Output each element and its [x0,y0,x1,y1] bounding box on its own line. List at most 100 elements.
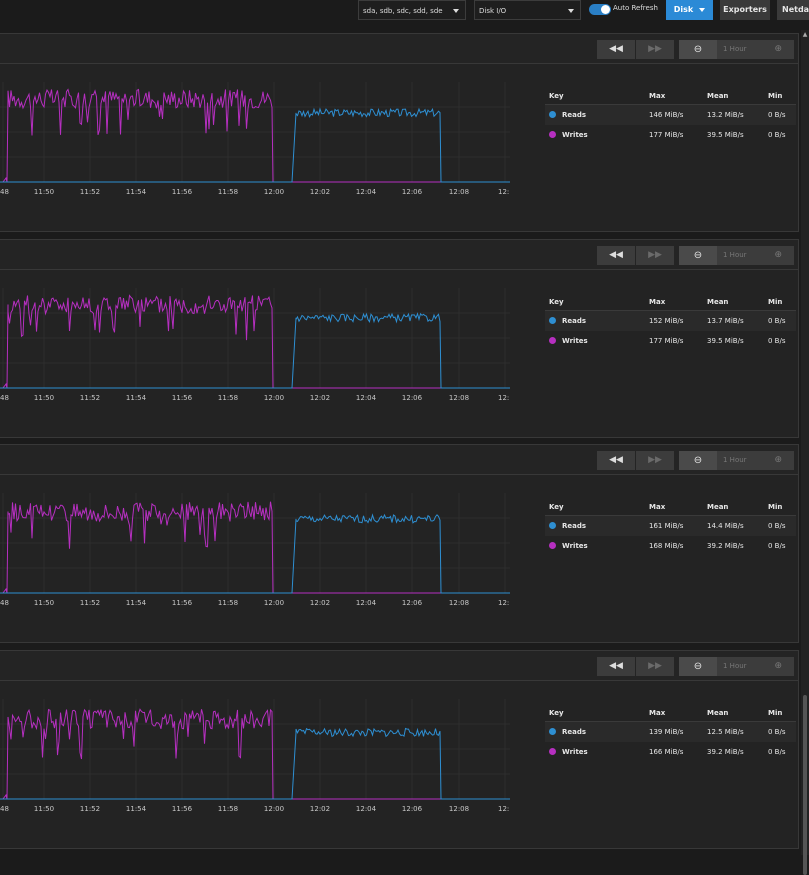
zoom-in-icon[interactable]: ⊕ [774,455,782,465]
time-range-label: 1 Hour [723,662,747,670]
reads-color-swatch [549,110,556,118]
x-tick-label: 11:54 [126,188,147,196]
toggle-knob [601,5,610,14]
metric-select[interactable]: Disk I/O [474,0,581,20]
legend-row-writes[interactable]: Writes 168 MiB/s 39.2 MiB/s 0 B/s [545,536,796,556]
fast-forward-icon[interactable]: ▶▶ [636,246,674,265]
fast-forward-icon[interactable]: ▶▶ [636,657,674,676]
x-tick-label: 11:50 [34,394,54,402]
legend-col-mean: Mean [707,298,729,306]
x-tick-label: 12:00 [264,188,284,196]
legend-series-name: Reads [562,111,587,119]
legend-row-reads[interactable]: Reads 139 MiB/s 12.5 MiB/s 0 B/s [545,722,796,742]
legend-mean-value: 13.2 MiB/s [707,111,744,119]
time-range-label: 1 Hour [723,456,747,464]
x-tick-label: 48 [0,599,9,607]
x-tick-label: 12:00 [264,599,284,607]
legend-header: Key Max Mean Min [545,500,796,516]
rewind-icon[interactable]: ◀◀ [597,40,635,59]
x-tick-label: 11:58 [218,394,238,402]
disk-io-chart: 48 11:50 11:52 11:54 11:56 11:58 12:00 12:02 12:… [0,699,510,813]
fast-forward-icon[interactable]: ▶▶ [636,451,674,470]
zoom-out-icon[interactable]: ⊖ [679,657,717,676]
x-tick-label: 12:04 [356,805,377,813]
chart-legend: Key Max Mean Min Reads 161 MiB/s 14.4 MiB/s 0 B… [545,500,796,556]
legend-row-reads[interactable]: Reads 161 MiB/s 14.4 MiB/s 0 B/s [545,516,796,536]
x-tick-label: 11:50 [34,599,54,607]
legend-key: Reads [549,516,586,536]
time-range-control[interactable]: ⊖ 1 Hour ⊕ [679,40,794,59]
top-toolbar: sda, sdb, sdc, sdd, sde Disk I/O Auto Re… [0,0,809,30]
metric-select-value: Disk I/O [479,7,507,15]
x-tick-label: 12:06 [402,394,423,402]
legend-max-value: 146 MiB/s [649,111,684,119]
legend-mean-value: 39.2 MiB/s [707,542,744,550]
writes-color-swatch [549,747,556,755]
fast-forward-icon[interactable]: ▶▶ [636,40,674,59]
x-tick-label: 11:56 [172,599,193,607]
x-tick-label: 11:52 [80,188,100,196]
legend-series-name: Writes [562,748,588,756]
writes-color-swatch [549,130,556,138]
scroll-up-icon[interactable]: ▲ [802,31,808,38]
legend-max-value: 166 MiB/s [649,748,684,756]
x-tick-label: 12:06 [402,188,423,196]
panel-header: ◀◀ ▶▶ ⊖ 1 Hour ⊕ [0,651,798,681]
legend-row-reads[interactable]: Reads 152 MiB/s 13.7 MiB/s 0 B/s [545,311,796,331]
legend-series-name: Writes [562,337,588,345]
time-range-control[interactable]: ⊖ 1 Hour ⊕ [679,246,794,265]
zoom-in-icon[interactable]: ⊕ [774,250,782,260]
legend-min-value: 0 B/s [768,748,786,756]
legend-row-writes[interactable]: Writes 177 MiB/s 39.5 MiB/s 0 B/s [545,331,796,351]
x-tick-label: 11:54 [126,394,147,402]
legend-key: Reads [549,311,586,331]
netdata-button-label: Netdata [782,5,809,14]
chart-panel: ◀◀ ▶▶ ⊖ 1 Hour ⊕ 48 11:50 11:52 11:54 11:56 11:58 1… [0,444,799,643]
time-range-label: 1 Hour [723,45,747,53]
time-range-control[interactable]: ⊖ 1 Hour ⊕ [679,657,794,676]
x-tick-label: 12:02 [310,394,330,402]
auto-refresh-toggle[interactable] [589,4,611,15]
x-tick-label: 12:06 [402,805,423,813]
chart-legend: Key Max Mean Min Reads 152 MiB/s 13.7 MiB/s 0 B… [545,295,796,351]
legend-max-value: 152 MiB/s [649,317,684,325]
panel-header: ◀◀ ▶▶ ⊖ 1 Hour ⊕ [0,445,798,475]
rewind-icon[interactable]: ◀◀ [597,451,635,470]
x-tick-label: 12: [498,394,509,402]
disk-io-chart: 48 11:50 11:52 11:54 11:56 11:58 12:00 12:02 12:… [0,493,510,607]
zoom-in-icon[interactable]: ⊕ [774,44,782,54]
legend-min-value: 0 B/s [768,337,786,345]
legend-mean-value: 39.5 MiB/s [707,337,744,345]
legend-key: Writes [549,125,588,145]
legend-row-writes[interactable]: Writes 177 MiB/s 39.5 MiB/s 0 B/s [545,125,796,145]
legend-row-writes[interactable]: Writes 166 MiB/s 39.2 MiB/s 0 B/s [545,742,796,762]
zoom-in-icon[interactable]: ⊕ [774,661,782,671]
netdata-button[interactable]: Netdata [777,0,809,20]
zoom-out-icon[interactable]: ⊖ [679,40,717,59]
x-tick-label: 12:08 [449,394,469,402]
x-tick-label: 11:52 [80,394,100,402]
device-select[interactable]: sda, sdb, sdc, sdd, sde [358,0,466,20]
legend-col-max: Max [649,503,666,511]
legend-mean-value: 13.7 MiB/s [707,317,744,325]
chart-legend: Key Max Mean Min Reads 139 MiB/s 12.5 MiB/s 0 B… [545,706,796,762]
page-scrollbar[interactable]: ▲ [801,30,809,875]
zoom-out-icon[interactable]: ⊖ [679,246,717,265]
x-tick-label: 12:08 [449,599,469,607]
exporters-button-label: Exporters [723,5,767,14]
legend-col-mean: Mean [707,92,729,100]
legend-col-max: Max [649,298,666,306]
time-range-control[interactable]: ⊖ 1 Hour ⊕ [679,451,794,470]
zoom-out-icon[interactable]: ⊖ [679,451,717,470]
exporters-button[interactable]: Exporters [720,0,770,20]
legend-key: Reads [549,722,586,742]
reads-series-line [0,107,510,183]
x-tick-label: 12:06 [402,599,423,607]
legend-row-reads[interactable]: Reads 146 MiB/s 13.2 MiB/s 0 B/s [545,105,796,125]
rewind-icon[interactable]: ◀◀ [597,246,635,265]
disk-button[interactable]: Disk [666,0,713,20]
rewind-icon[interactable]: ◀◀ [597,657,635,676]
legend-series-name: Reads [562,317,587,325]
legend-col-key: Key [549,709,564,717]
scroll-thumb[interactable] [803,695,807,875]
